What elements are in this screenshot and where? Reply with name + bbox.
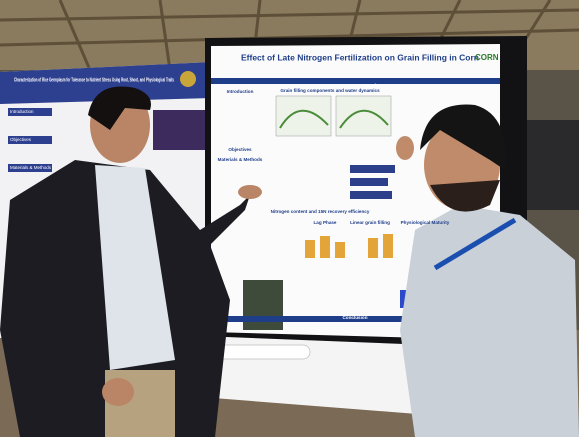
section-header: Objectives bbox=[10, 137, 32, 142]
bar bbox=[400, 290, 408, 308]
person-left-hand bbox=[102, 378, 134, 406]
poster-title: Effect of Late Nitrogen Fertilization on… bbox=[241, 52, 479, 62]
section-header: Introduction bbox=[227, 89, 254, 94]
plot-curve bbox=[279, 109, 329, 129]
person-left-shirt bbox=[95, 165, 175, 370]
poster-band bbox=[211, 316, 500, 322]
section-header-bg bbox=[8, 108, 52, 116]
section-header: Nitrogen content and 15N recovery effici… bbox=[271, 209, 370, 214]
person-right-beard bbox=[430, 180, 500, 212]
person-left-hair bbox=[88, 86, 151, 130]
poster-logo: CORN bbox=[475, 53, 499, 62]
section-header: Objectives bbox=[228, 147, 252, 152]
left-logo bbox=[180, 71, 196, 87]
section-header: Grain filling components and water dynam… bbox=[280, 88, 380, 93]
left-poster-header bbox=[0, 62, 212, 104]
lanyard bbox=[433, 217, 517, 271]
section-header: Introduction bbox=[10, 109, 34, 114]
poster-band bbox=[211, 78, 500, 84]
section-header: Materials & Methods bbox=[218, 157, 263, 162]
plot-curve bbox=[339, 109, 389, 129]
field-photo bbox=[243, 280, 283, 330]
section-header: Lag Phase bbox=[314, 220, 337, 225]
section-header-bg bbox=[8, 136, 52, 144]
section-header: Linear grain filling bbox=[350, 220, 390, 225]
far-booth bbox=[520, 120, 579, 210]
person-left-hand bbox=[238, 185, 262, 199]
section-header-bg bbox=[8, 164, 52, 172]
section-header: Conclusion bbox=[342, 315, 367, 320]
section-header: Physiological Maturity bbox=[401, 220, 450, 225]
ceiling-beams bbox=[0, 0, 579, 71]
section-header: Results bbox=[364, 83, 381, 88]
person-right-hand bbox=[396, 136, 414, 160]
bar-chart bbox=[350, 165, 395, 199]
plot bbox=[335, 95, 392, 137]
poster-title: Characterization of Rice Germplasm for T… bbox=[14, 77, 174, 83]
section-header: Materials & Methods bbox=[10, 165, 52, 170]
plot bbox=[275, 95, 332, 137]
left-photo bbox=[153, 110, 205, 150]
person-right-hair bbox=[420, 104, 506, 170]
